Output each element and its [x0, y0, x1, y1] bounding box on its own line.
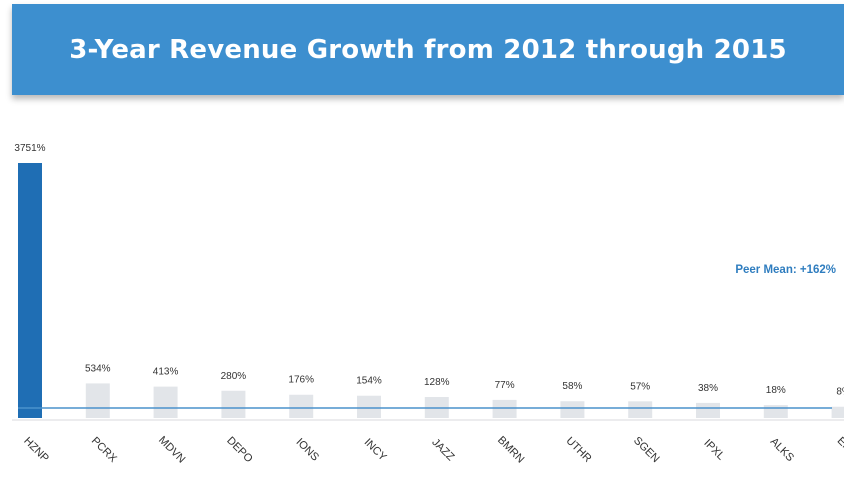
category-label-incy: INCY	[362, 436, 390, 464]
bar-pcrx	[85, 383, 110, 418]
bar-depo	[221, 390, 246, 418]
value-label-mdvn: 413%	[153, 367, 179, 378]
category-label-ipxl: IPXL	[701, 437, 726, 462]
bar-uthr	[560, 401, 585, 418]
bar-endp	[831, 406, 844, 418]
category-label-depo: DEPO	[224, 435, 255, 466]
bar-alks	[763, 405, 788, 418]
category-label-bmrn: BMRN	[495, 434, 526, 465]
category-label-hznp: HZNP	[21, 435, 51, 465]
chart-title: 3-Year Revenue Growth from 2012 through …	[69, 34, 787, 65]
value-label-incy: 154%	[356, 376, 382, 387]
value-label-ions: 176%	[288, 375, 314, 386]
value-label-uthr: 58%	[562, 381, 582, 392]
value-label-pcrx: 534%	[85, 363, 111, 374]
value-label-ipxl: 38%	[698, 383, 718, 394]
category-label-jazz: JAZZ	[429, 436, 456, 463]
chart-title-banner: 3-Year Revenue Growth from 2012 through …	[12, 4, 844, 95]
category-label-endp: ENDP	[835, 435, 844, 465]
value-label-depo: 280%	[221, 371, 247, 382]
bar-mdvn	[153, 386, 178, 418]
category-label-uthr: UTHR	[563, 435, 593, 465]
category-label-ions: IONS	[294, 436, 322, 464]
category-label-pcrx: PCRX	[89, 435, 120, 466]
bar-ipxl	[696, 402, 720, 418]
category-label-alks: ALKS	[768, 436, 796, 464]
category-label-mdvn: MDVN	[156, 434, 187, 465]
bar-hznp	[18, 163, 42, 418]
value-label-endp: 8%	[836, 387, 844, 398]
value-label-alks: 18%	[766, 385, 786, 396]
bar-bmrn	[492, 399, 517, 418]
value-label-sgen: 57%	[630, 381, 650, 392]
value-label-bmrn: 77%	[495, 380, 515, 391]
bar-sgen	[628, 401, 653, 418]
category-label-sgen: SGEN	[631, 435, 662, 466]
bar-incy	[357, 395, 381, 418]
peer-mean-label: Peer Mean: +162%	[735, 264, 836, 276]
value-label-jazz: 128%	[424, 377, 450, 388]
value-label-hznp: 3751%	[14, 143, 45, 154]
bar-ions	[289, 394, 314, 418]
